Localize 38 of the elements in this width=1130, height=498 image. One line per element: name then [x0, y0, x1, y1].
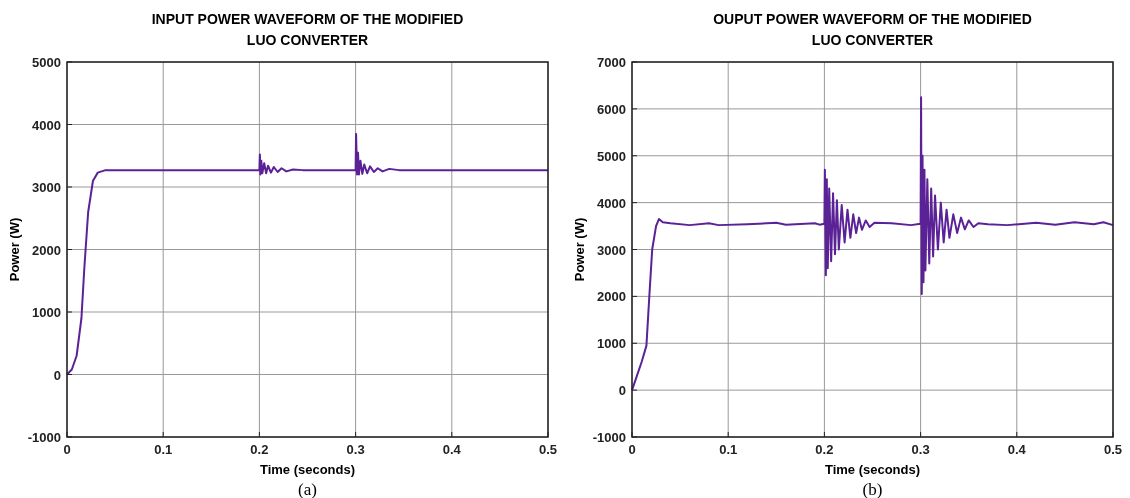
- x-tick-label: 0.4: [442, 442, 462, 457]
- y-axis-title: Power (W): [7, 217, 22, 282]
- line-series: [66, 132, 549, 376]
- y-tick-label: 1000: [597, 336, 626, 352]
- x-tick-label: 0.2: [815, 442, 834, 457]
- y-tick-label: 4000: [32, 117, 61, 133]
- x-tick-label: 0.3: [346, 442, 365, 457]
- x-tick-label: 0.1: [154, 442, 173, 457]
- y-tick-label: 1000: [32, 305, 61, 320]
- y-tick-label: 3000: [597, 242, 626, 258]
- y-tick-label: -1000: [27, 430, 61, 445]
- y-tick-label: 2000: [597, 289, 626, 305]
- x-tick-label: 0.3: [911, 442, 930, 457]
- y-axis-title: Power (W): [572, 217, 587, 282]
- x-tick-label: 0.5: [1103, 442, 1123, 457]
- x-tick-label: 0: [628, 442, 636, 457]
- text: (a): [298, 480, 317, 498]
- x-tick-label: 0.4: [1007, 442, 1027, 457]
- text: (b): [862, 480, 883, 498]
- x-axis-title: Time (seconds): [259, 462, 356, 477]
- y-tick-label: 0: [53, 367, 61, 383]
- x-tick-label: 0.2: [250, 442, 269, 457]
- y-tick-label: 2000: [32, 242, 61, 258]
- y-tick-label: 0: [618, 383, 626, 399]
- y-tick-label: 7000: [597, 55, 626, 70]
- x-axis-title: Time (seconds): [824, 462, 921, 477]
- y-tick-label: 3000: [32, 180, 61, 195]
- chart-title: INPUT POWER WAVEFORM OF THE MODIFIED LUO CONVERTER: [151, 11, 464, 48]
- x-tick-label: 0.1: [719, 442, 738, 457]
- y-tick-label: 5000: [32, 55, 61, 70]
- y-tick-label: 4000: [597, 195, 626, 211]
- y-tick-label: 5000: [597, 148, 626, 164]
- x-tick-label: 0: [63, 442, 71, 457]
- line-series: [631, 96, 1114, 392]
- x-tick-label: 0.5: [538, 442, 558, 457]
- y-tick-label: -1000: [592, 430, 626, 445]
- y-tick-label: 6000: [597, 101, 626, 117]
- chart-title: OUPUT POWER WAVEFORM OF THE MODIFIED LUO CONVERTER: [713, 11, 1032, 48]
